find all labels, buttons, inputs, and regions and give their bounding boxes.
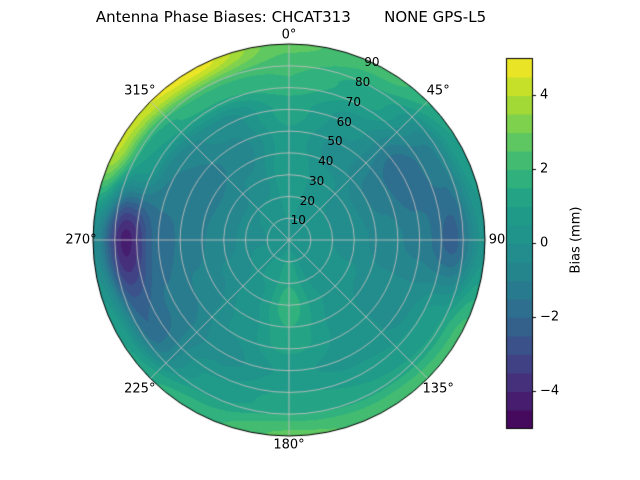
chart-title: Antenna Phase Biases: CHCAT313 NONE GPS-… — [95, 8, 487, 26]
zenith-tick-label-60: 60 — [336, 114, 352, 129]
zenith-tick-label-70: 70 — [345, 94, 362, 109]
azimuth-tick-label-180: 180° — [273, 437, 305, 453]
zenith-tick-label-20: 20 — [299, 193, 316, 208]
azimuth-tick-label-45: 45° — [426, 83, 450, 99]
azimuth-tick-label-90: 90 — [488, 232, 506, 248]
azimuth-tick-label-135: 135° — [422, 381, 454, 397]
azimuth-tick-label-0: 0° — [281, 27, 297, 43]
zenith-tick-label-10: 10 — [290, 213, 306, 228]
azimuth-tick-label-270: 270° — [65, 232, 97, 248]
azimuth-tick-label-225: 225° — [124, 381, 156, 397]
zenith-tick-label-50: 50 — [327, 134, 343, 149]
colorbar-tick-label-2: 2 — [540, 161, 549, 177]
zenith-tick-label-30: 30 — [308, 173, 325, 188]
azimuth-tick-label-315: 315° — [124, 83, 156, 99]
colorbar-tick-label-0: 0 — [540, 235, 549, 251]
colorbar-tick-label-4: 4 — [540, 87, 549, 103]
zenith-tick-label-80: 80 — [354, 75, 371, 90]
colorbar-tick-label--2: −2 — [540, 309, 560, 325]
zenith-tick-label-40: 40 — [318, 154, 334, 169]
colorbar-tick-label--4: −4 — [540, 383, 560, 399]
colorbar-axis-label: Bias (mm) — [568, 206, 584, 274]
zenith-tick-label-90: 90 — [364, 55, 380, 70]
